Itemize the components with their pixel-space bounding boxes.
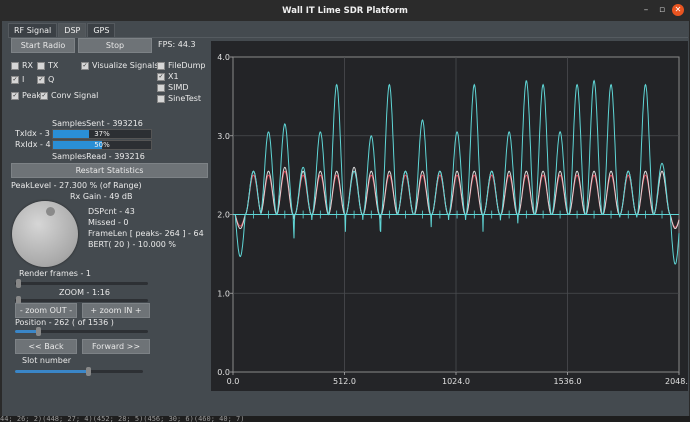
terminal-output: 44; 26; 2)(448; 27; 4)(452; 28; 5)(456; … [0,416,690,422]
main-window: RF Signal DSP GPS Start Radio Stop FPS: … [2,21,690,416]
q-checkbox-box[interactable]: ✓ [37,75,45,84]
rx-progress-text: 50% [94,141,110,149]
minimize-icon[interactable]: – [643,5,649,15]
txidx-label: TxIdx - 3 [15,129,50,138]
filedump-checkbox-box[interactable] [157,61,165,70]
start-radio-button[interactable]: Start Radio [11,38,75,53]
slot-number-label: Slot number [22,356,72,365]
tab-gps[interactable]: GPS [87,23,116,38]
render-frames-handle[interactable] [15,279,21,288]
restart-statistics-button[interactable]: Restart Statistics [11,163,208,178]
zoom-slider[interactable] [15,296,148,305]
rx-checkbox-box[interactable] [11,61,19,70]
y-tick-label: 3.0 [217,132,230,141]
close-icon[interactable]: ✕ [672,4,684,16]
tx-checkbox[interactable]: TX [37,61,58,70]
peaks-checkbox-box[interactable]: ✓ [11,91,19,100]
rxidx-label: RxIdx - 4 [15,140,51,149]
zoom-in-button[interactable]: + zoom IN + [82,303,150,318]
x1-checkbox[interactable]: ✓ X1 [157,72,179,81]
x-tick-label: 0.0 [227,377,240,386]
bert: BERT( 20 ) - 10.000 % [88,240,177,249]
filedump-checkbox-label: FileDump [168,61,206,70]
conv-checkbox-label: Conv Signal [51,91,99,100]
position-label: Position - 262 ( of 1536 ) [15,318,114,327]
position-slider[interactable] [15,327,148,336]
visualize-checkbox-box[interactable]: ✓ [81,61,89,70]
peaks-checkbox[interactable]: ✓ Peaks [11,91,45,100]
zoom-label: ZOOM - 1:16 [59,288,110,297]
signal-plot: 0.0 512.0 1024.0 1536.0 2048.0 0.0 1.0 2.0 3.0 4.… [217,53,690,386]
samples-read: SamplesRead - 393216 [52,152,145,161]
x-tick-label: 1024.0 [442,377,470,386]
tab-dsp[interactable]: DSP [58,23,87,38]
rx-checkbox[interactable]: RX [11,61,33,70]
rx-gain-label: Rx Gain - 49 dB [70,192,133,201]
position-fill [15,330,38,333]
visualize-checkbox-label: Visualize Signals [92,61,159,70]
render-frames-slider[interactable] [15,279,148,288]
y-tick-label: 2.0 [217,211,230,220]
sinetest-checkbox-box[interactable] [157,94,165,103]
tx-progress-text: 37% [94,130,110,138]
tx-progress-bar: 37% [52,129,152,139]
simd-checkbox[interactable]: SIMD [157,83,189,92]
q-checkbox[interactable]: ✓ Q [37,75,54,84]
stop-button[interactable]: Stop [78,38,152,53]
slot-number-slider[interactable] [15,367,143,376]
forward-button[interactable]: Forward >> [82,339,150,354]
rx-progress-bar: 50% [52,140,152,150]
x1-checkbox-label: X1 [168,72,179,81]
fps-readout: FPS: 44.3 [158,40,196,49]
i-checkbox-label: I [22,75,25,84]
i-checkbox-box[interactable]: ✓ [11,75,19,84]
peaks-checkbox-label: Peaks [22,91,46,100]
position-handle[interactable] [35,327,41,336]
i-checkbox[interactable]: ✓ I [11,75,24,84]
tab-rf-signal[interactable]: RF Signal [8,23,58,38]
tab-bar: RF Signal DSP GPS [8,23,116,38]
y-tick-label: 1.0 [217,289,230,298]
tx-checkbox-box[interactable] [37,61,45,70]
dial-knob-marker [46,207,55,216]
slot-handle[interactable] [85,367,91,376]
zoom-handle[interactable] [15,296,21,305]
framelen: FrameLen [ peaks- 264 ] - 64 [88,229,204,238]
missed: Missed - 0 [88,218,129,227]
tx-checkbox-label: TX [48,61,59,70]
simd-checkbox-box[interactable] [157,83,165,92]
back-button[interactable]: << Back [15,339,77,354]
peak-level: PeakLevel - 27.300 % (of Range) [11,181,142,190]
y-tick-label: 4.0 [217,53,230,62]
sinetest-checkbox[interactable]: SineTest [157,94,201,103]
simd-checkbox-label: SIMD [168,83,189,92]
window-title: Wall IT Lime SDR Platform [282,5,408,16]
conv-signal-checkbox[interactable]: ✓ Conv Signal [40,91,98,100]
window-titlebar: Wall IT Lime SDR Platform – ▫ ✕ [0,0,690,21]
signal-plot-panel: 0.0 512.0 1024.0 1536.0 2048.0 0.0 1.0 2.0 3.0 4.… [211,41,690,391]
rx-checkbox-label: RX [22,61,34,70]
dspcnt: DSPcnt - 43 [88,207,135,216]
rx-gain-dial[interactable] [12,201,78,267]
series-line [233,79,680,265]
window-controls: – ▫ ✕ [640,4,684,16]
tab-divider [8,37,688,38]
x1-checkbox-box[interactable]: ✓ [157,72,165,81]
rx-progress-fill [53,141,102,149]
x-tick-label: 1536.0 [554,377,582,386]
maximize-icon[interactable]: ▫ [658,5,666,15]
zoom-out-button[interactable]: - zoom OUT - [15,303,77,318]
slot-fill [15,370,88,373]
q-checkbox-label: Q [48,75,55,84]
filedump-checkbox[interactable]: FileDump [157,61,206,70]
tx-progress-fill [53,130,90,138]
sinetest-checkbox-label: SineTest [168,94,202,103]
conv-checkbox-box[interactable]: ✓ [40,91,48,100]
samples-sent: SamplesSent - 393216 [52,119,143,128]
x-tick-label: 2048.0 [665,377,688,386]
x-tick-label: 512.0 [333,377,356,386]
y-tick-label: 0.0 [217,368,230,377]
visualize-signals-checkbox[interactable]: ✓ Visualize Signals [81,61,159,70]
render-frames-label: Render frames - 1 [19,269,91,278]
